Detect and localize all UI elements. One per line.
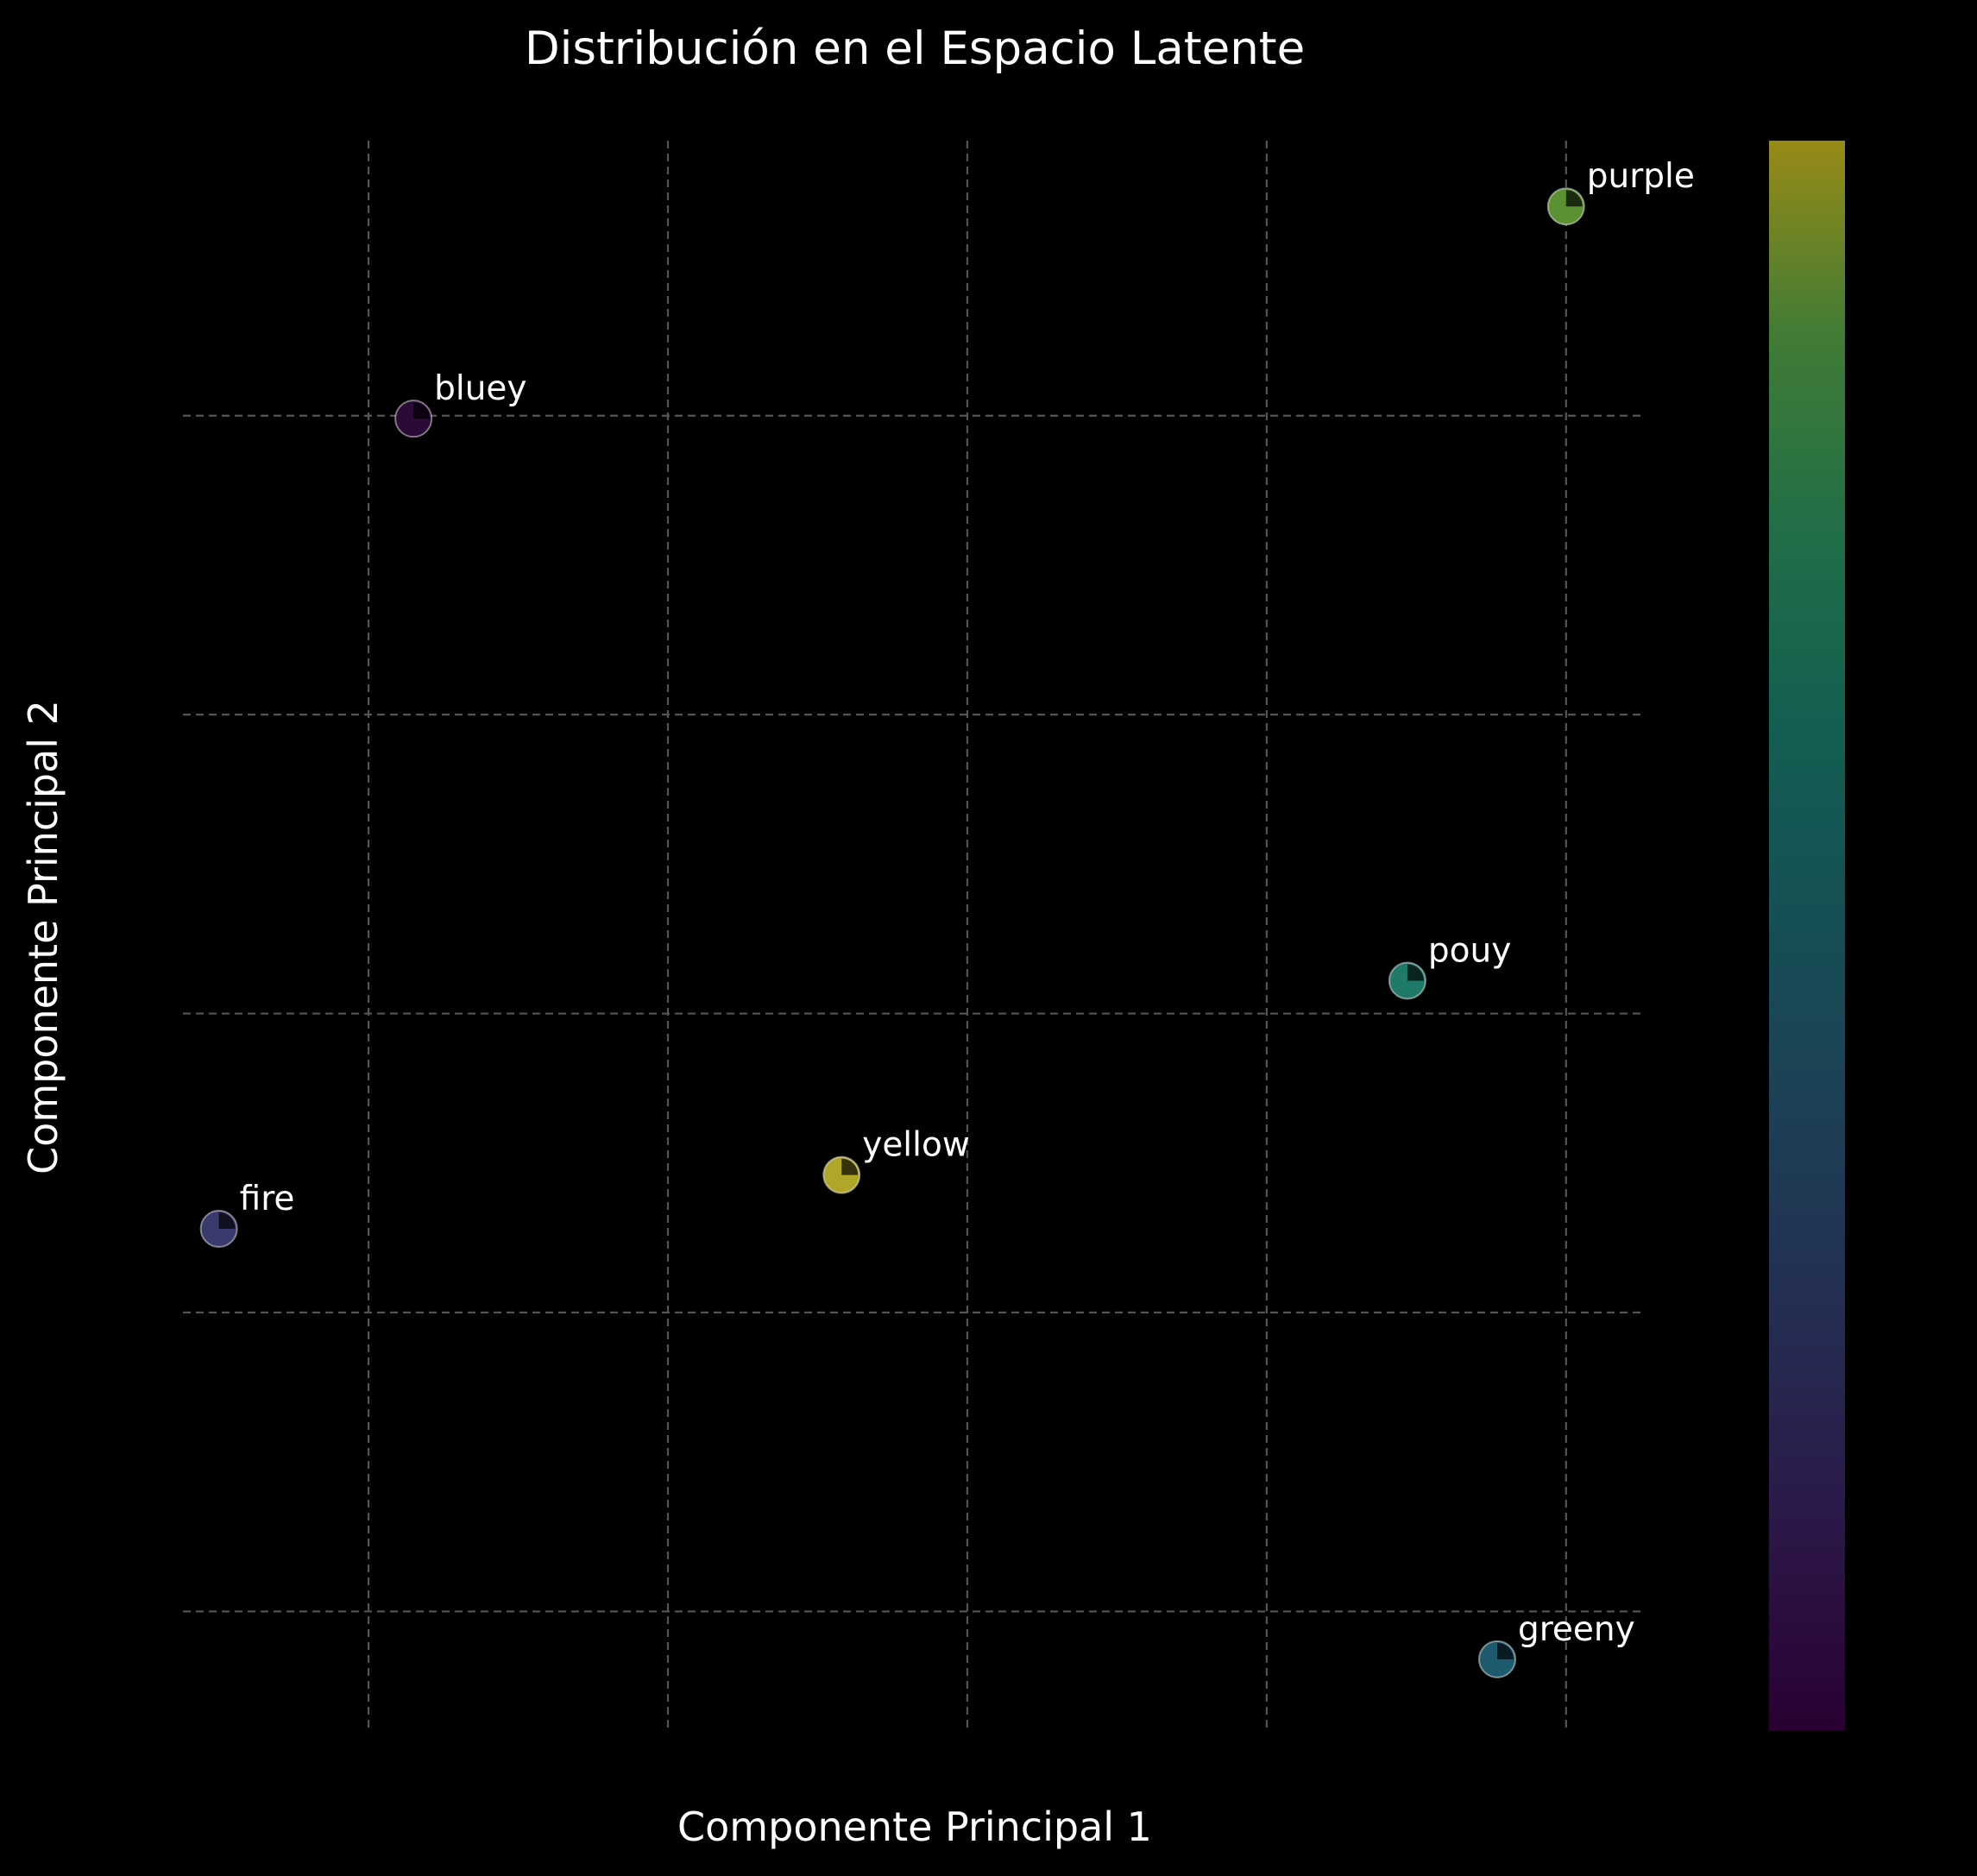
point-label: greeny [1518,1610,1635,1649]
point-label: yellow [862,1126,970,1165]
data-point-pouy: pouy [1388,931,1511,1000]
point-label: fire [240,1180,295,1218]
chart-title: Distribución en el Espacio Latente [525,22,1305,75]
data-point-purple: purple [1546,157,1695,226]
data-point-bluey: bluey [394,369,527,438]
point-marker-wedge [1407,964,1424,981]
data-point-greeny: greeny [1478,1610,1635,1678]
point-marker-wedge [1565,190,1583,207]
point-label: pouy [1428,931,1511,970]
point-label: purple [1587,157,1695,196]
point-marker-wedge [218,1212,236,1229]
colorbar [1769,141,1845,1731]
data-point-yellow: yellow [822,1126,970,1194]
data-point-fire: fire [199,1180,295,1248]
x-axis-label: Componente Principal 1 [677,1804,1152,1850]
point-label: bluey [434,369,526,408]
y-axis-label: Componente Principal 2 [20,700,66,1174]
point-marker-wedge [413,402,431,419]
points-layer: purple bluey pouy yellow fire greeny [199,157,1695,1678]
point-marker-wedge [841,1158,859,1175]
grid [183,141,1644,1731]
point-marker-wedge [1497,1642,1514,1659]
